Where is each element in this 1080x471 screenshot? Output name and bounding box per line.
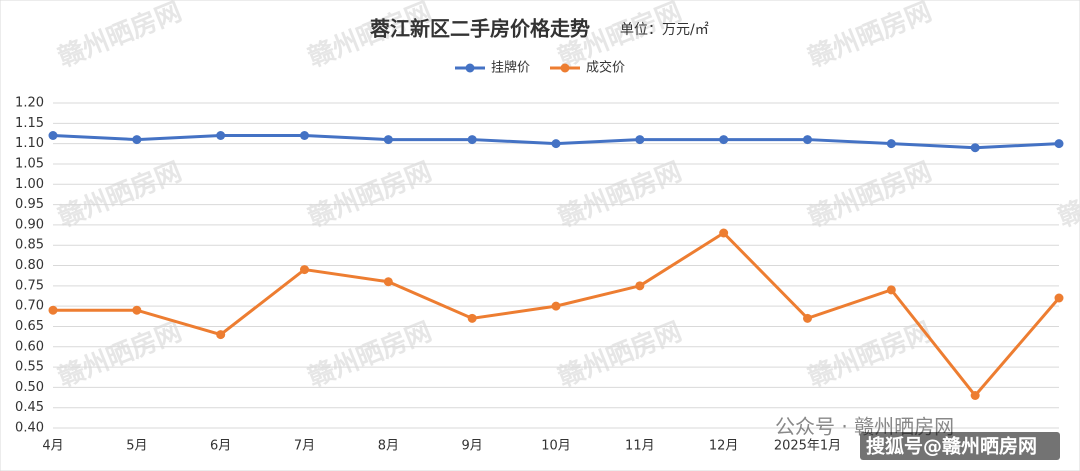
data-point	[383, 135, 393, 145]
y-tick-label: 0.70	[15, 299, 44, 314]
data-point	[719, 135, 729, 145]
data-point	[635, 135, 645, 145]
data-point	[48, 131, 58, 140]
data-point	[216, 131, 226, 140]
y-tick-label: 0.95	[15, 197, 44, 212]
data-point	[719, 228, 729, 238]
y-tick-label: 1.05	[15, 156, 44, 171]
y-tick-label: 0.90	[15, 217, 44, 232]
footer-sohu-bg	[860, 432, 1060, 460]
data-point	[551, 301, 561, 311]
x-tick-label: 4月	[42, 439, 63, 454]
y-tick-label: 0.60	[15, 339, 44, 354]
chart-title: 蓉江新区二手房价格走势	[370, 17, 590, 41]
data-point	[1054, 293, 1064, 303]
data-point	[300, 265, 309, 275]
data-point	[300, 131, 309, 140]
y-tick-label: 0.40	[15, 421, 44, 436]
data-point	[803, 135, 812, 145]
data-point	[635, 281, 645, 291]
x-tick-label: 12月	[709, 439, 739, 454]
y-tick-label: 0.85	[15, 238, 44, 253]
x-tick-label: 9月	[462, 439, 483, 454]
chart-subtitle: 单位：万元/㎡	[620, 22, 709, 38]
data-point	[467, 135, 477, 145]
y-tick-label: 0.80	[15, 258, 44, 273]
data-point	[383, 277, 393, 287]
y-tick-label: 1.15	[15, 116, 44, 131]
x-tick-label: 5月	[126, 439, 147, 454]
legend-marker	[560, 63, 570, 73]
x-tick-label: 2025年1月	[774, 439, 841, 454]
data-point	[48, 305, 58, 315]
y-tick-label: 1.00	[15, 177, 44, 192]
data-point	[132, 305, 142, 315]
y-tick-label: 1.10	[15, 136, 44, 151]
data-point	[803, 313, 812, 323]
footer-sohu: 搜狐号@赣州晒房网	[866, 435, 1037, 458]
x-tick-label: 10月	[541, 439, 571, 454]
data-point	[216, 330, 226, 340]
legend-label: 挂牌价	[491, 60, 530, 76]
data-point	[970, 391, 980, 400]
y-tick-label: 1.20	[15, 96, 44, 111]
y-tick-label: 0.65	[15, 319, 44, 334]
x-tick-label: 7月	[294, 439, 315, 454]
legend-label: 成交价	[586, 60, 625, 76]
data-point	[132, 135, 142, 145]
x-tick-label: 11月	[625, 439, 655, 454]
y-tick-label: 0.55	[15, 360, 44, 375]
data-point	[886, 285, 896, 295]
data-point	[886, 139, 896, 149]
y-tick-label: 0.50	[15, 380, 44, 395]
y-tick-label: 0.75	[15, 278, 44, 293]
data-point	[551, 139, 561, 149]
data-point	[970, 143, 980, 153]
data-point	[467, 313, 477, 323]
y-tick-label: 0.45	[15, 400, 44, 415]
legend-marker	[465, 63, 475, 73]
x-tick-label: 6月	[210, 439, 231, 454]
x-tick-label: 8月	[378, 439, 399, 454]
data-point	[1054, 139, 1064, 149]
